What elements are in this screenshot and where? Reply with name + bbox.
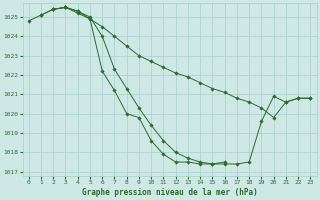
X-axis label: Graphe pression niveau de la mer (hPa): Graphe pression niveau de la mer (hPa): [82, 188, 258, 197]
